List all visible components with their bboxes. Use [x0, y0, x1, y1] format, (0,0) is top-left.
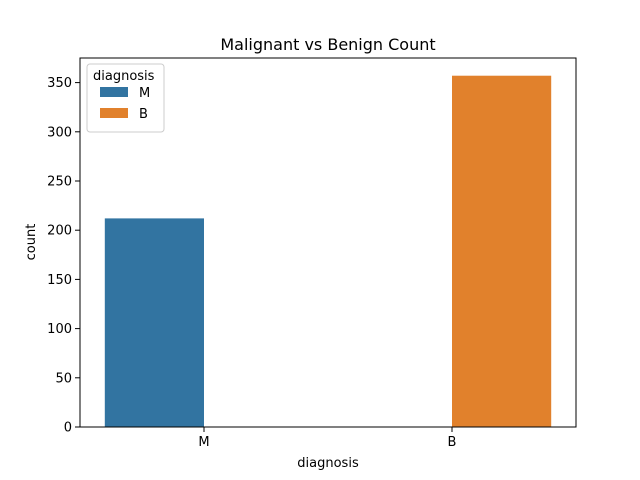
bar-m-m [104, 218, 204, 427]
y-axis-label: count [24, 224, 39, 261]
y-tick-label-200: 200 [47, 224, 72, 239]
y-tick-label-250: 250 [47, 175, 72, 190]
y-axis: 0 50 100 150 200 250 300 350 [47, 76, 80, 436]
y-tick-label-100: 100 [47, 322, 72, 337]
legend-swatch-b [100, 108, 128, 118]
legend-swatch-m [100, 87, 128, 97]
x-tick-label-m: M [198, 435, 209, 450]
y-tick-label-50: 50 [55, 371, 72, 386]
legend-title: diagnosis [93, 69, 155, 84]
bars-layer [104, 75, 552, 428]
legend-entries: MB [100, 86, 150, 122]
x-axis-label: diagnosis [297, 456, 359, 471]
y-tick-label-300: 300 [47, 125, 72, 140]
legend-label-m: M [139, 86, 150, 101]
y-tick-label-0: 0 [64, 421, 72, 436]
y-tick-label-350: 350 [47, 76, 72, 91]
legend-label-b: B [139, 107, 148, 122]
bar-b-b [452, 75, 552, 428]
plot-frame [79, 57, 577, 428]
chart-title: Malignant vs Benign Count [220, 35, 435, 54]
x-tick-label-b: B [448, 435, 457, 450]
y-tick-label-150: 150 [47, 273, 72, 288]
legend: diagnosis MB [86, 63, 165, 133]
